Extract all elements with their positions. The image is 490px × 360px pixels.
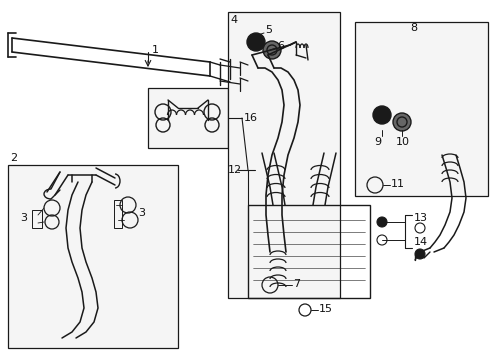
Bar bbox=[355, 22, 488, 196]
Bar bbox=[8, 165, 178, 348]
Bar bbox=[32, 210, 42, 228]
Text: 3: 3 bbox=[138, 208, 145, 218]
Text: 5: 5 bbox=[265, 25, 272, 35]
Text: 14: 14 bbox=[414, 237, 428, 247]
Bar bbox=[228, 12, 340, 298]
Circle shape bbox=[377, 217, 387, 227]
Circle shape bbox=[415, 249, 425, 259]
Text: 13: 13 bbox=[414, 213, 428, 223]
Text: 11: 11 bbox=[391, 179, 405, 189]
Text: 16: 16 bbox=[244, 113, 258, 123]
Text: 7: 7 bbox=[293, 279, 300, 289]
Text: 9: 9 bbox=[374, 137, 381, 147]
Text: 6: 6 bbox=[277, 41, 284, 51]
Circle shape bbox=[247, 33, 265, 51]
Bar bbox=[148, 88, 228, 148]
Text: 10: 10 bbox=[396, 137, 410, 147]
Circle shape bbox=[263, 41, 281, 59]
Circle shape bbox=[393, 113, 411, 131]
Bar bbox=[248, 205, 370, 298]
Text: 4: 4 bbox=[230, 15, 237, 25]
Text: 3: 3 bbox=[20, 213, 27, 223]
Text: 2: 2 bbox=[10, 153, 17, 163]
Circle shape bbox=[373, 106, 391, 124]
Text: 12: 12 bbox=[228, 165, 242, 175]
Bar bbox=[114, 200, 122, 228]
Text: 8: 8 bbox=[410, 23, 417, 33]
Text: 1: 1 bbox=[152, 45, 159, 55]
Text: 15: 15 bbox=[319, 304, 333, 314]
